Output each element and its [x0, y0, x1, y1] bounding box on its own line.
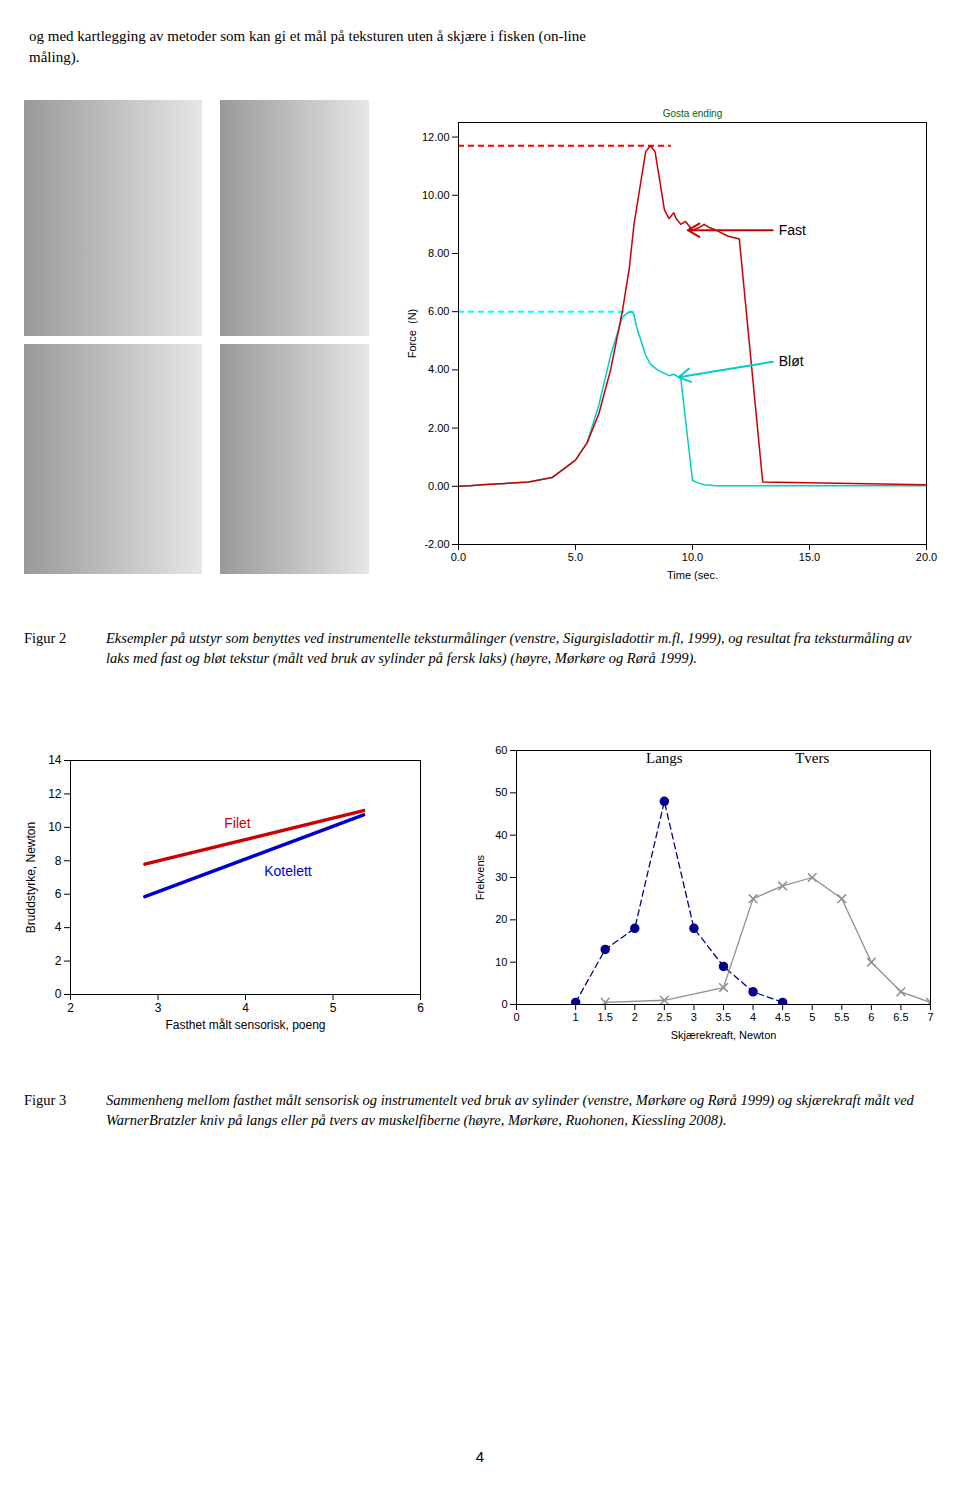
svg-text:4: 4 — [242, 1001, 249, 1015]
svg-text:20.0: 20.0 — [916, 551, 937, 563]
svg-text:10.00: 10.00 — [422, 189, 450, 201]
svg-text:4: 4 — [750, 1011, 756, 1023]
svg-text:3: 3 — [691, 1011, 697, 1023]
svg-text:Gosta ending: Gosta ending — [663, 108, 723, 119]
svg-text:50: 50 — [495, 786, 507, 798]
svg-text:15.0: 15.0 — [799, 551, 820, 563]
svg-text:Frekvens: Frekvens — [474, 854, 486, 900]
svg-text:6: 6 — [417, 1001, 424, 1015]
svg-text:-2.00: -2.00 — [424, 538, 449, 550]
svg-text:0.0: 0.0 — [451, 551, 466, 563]
svg-text:5: 5 — [809, 1011, 815, 1023]
svg-text:5: 5 — [330, 1001, 337, 1015]
svg-text:Filet: Filet — [224, 815, 251, 831]
svg-text:12.00: 12.00 — [422, 131, 450, 143]
html-text:Sammenheng mellom fasthet målt: Sammenheng mellom fasthet målt sensorisk… — [106, 1092, 914, 1128]
svg-text:1: 1 — [573, 1011, 579, 1023]
svg-text:4: 4 — [55, 920, 62, 934]
svg-text:Skjærekreaft, Newton: Skjærekreaft, Newton — [671, 1029, 777, 1041]
svg-text:2: 2 — [632, 1011, 638, 1023]
svg-text:2.00: 2.00 — [428, 422, 449, 434]
svg-text:Time (sec.: Time (sec. — [667, 569, 718, 581]
svg-text:2.5: 2.5 — [657, 1011, 672, 1023]
html-text:måling).: måling). — [29, 49, 80, 65]
svg-text:0: 0 — [501, 998, 507, 1010]
svg-text:5.5: 5.5 — [834, 1011, 849, 1023]
svg-text:3.5: 3.5 — [716, 1011, 731, 1023]
svg-text:5.0: 5.0 — [568, 551, 583, 563]
svg-text:4.5: 4.5 — [775, 1011, 790, 1023]
svg-text:6.5: 6.5 — [893, 1011, 908, 1023]
svg-text:Force (N): Force (N) — [406, 309, 418, 359]
svg-text:40: 40 — [495, 829, 507, 841]
svg-text:10: 10 — [495, 956, 507, 968]
svg-text:2: 2 — [55, 954, 62, 968]
svg-text:6: 6 — [868, 1011, 874, 1023]
svg-text:10.0: 10.0 — [682, 551, 703, 563]
svg-text:60: 60 — [495, 744, 507, 756]
html-text:4: 4 — [475, 1448, 485, 1465]
html-text:Eksempler på utstyr som benytt: Eksempler på utstyr som benyttes ved ins… — [106, 630, 912, 666]
html-text:Figur 3: Figur 3 — [24, 1092, 67, 1108]
svg-text:6.00: 6.00 — [428, 305, 449, 317]
svg-text:Bløt: Bløt — [779, 353, 804, 369]
svg-text:Bruddstyrke, Newton: Bruddstyrke, Newton — [24, 822, 38, 933]
svg-text:Fasthet målt sensorisk, poeng: Fasthet målt sensorisk, poeng — [165, 1018, 325, 1032]
svg-text:7: 7 — [927, 1011, 933, 1023]
svg-text:10: 10 — [48, 820, 62, 834]
svg-text:0.00: 0.00 — [428, 480, 449, 492]
svg-text:Fast: Fast — [779, 222, 806, 238]
svg-text:0: 0 — [513, 1011, 519, 1023]
svg-text:14: 14 — [48, 753, 62, 767]
html-text:og med kartlegging av metoder: og med kartlegging av metoder som kan gi… — [29, 28, 586, 44]
svg-text:Kotelett: Kotelett — [264, 863, 312, 879]
svg-text:Langs: Langs — [646, 750, 683, 766]
svg-text:Tvers: Tvers — [795, 750, 829, 766]
svg-text:1.5: 1.5 — [598, 1011, 613, 1023]
html-text:Figur 2: Figur 2 — [24, 630, 67, 646]
svg-text:4.00: 4.00 — [428, 363, 449, 375]
svg-text:8: 8 — [55, 854, 62, 868]
svg-text:0: 0 — [55, 987, 62, 1001]
svg-text:3: 3 — [155, 1001, 162, 1015]
svg-text:20: 20 — [495, 913, 507, 925]
svg-text:12: 12 — [48, 787, 62, 801]
svg-text:6: 6 — [55, 887, 62, 901]
svg-text:8.00: 8.00 — [428, 247, 449, 259]
svg-text:2: 2 — [67, 1001, 74, 1015]
svg-text:30: 30 — [495, 871, 507, 883]
